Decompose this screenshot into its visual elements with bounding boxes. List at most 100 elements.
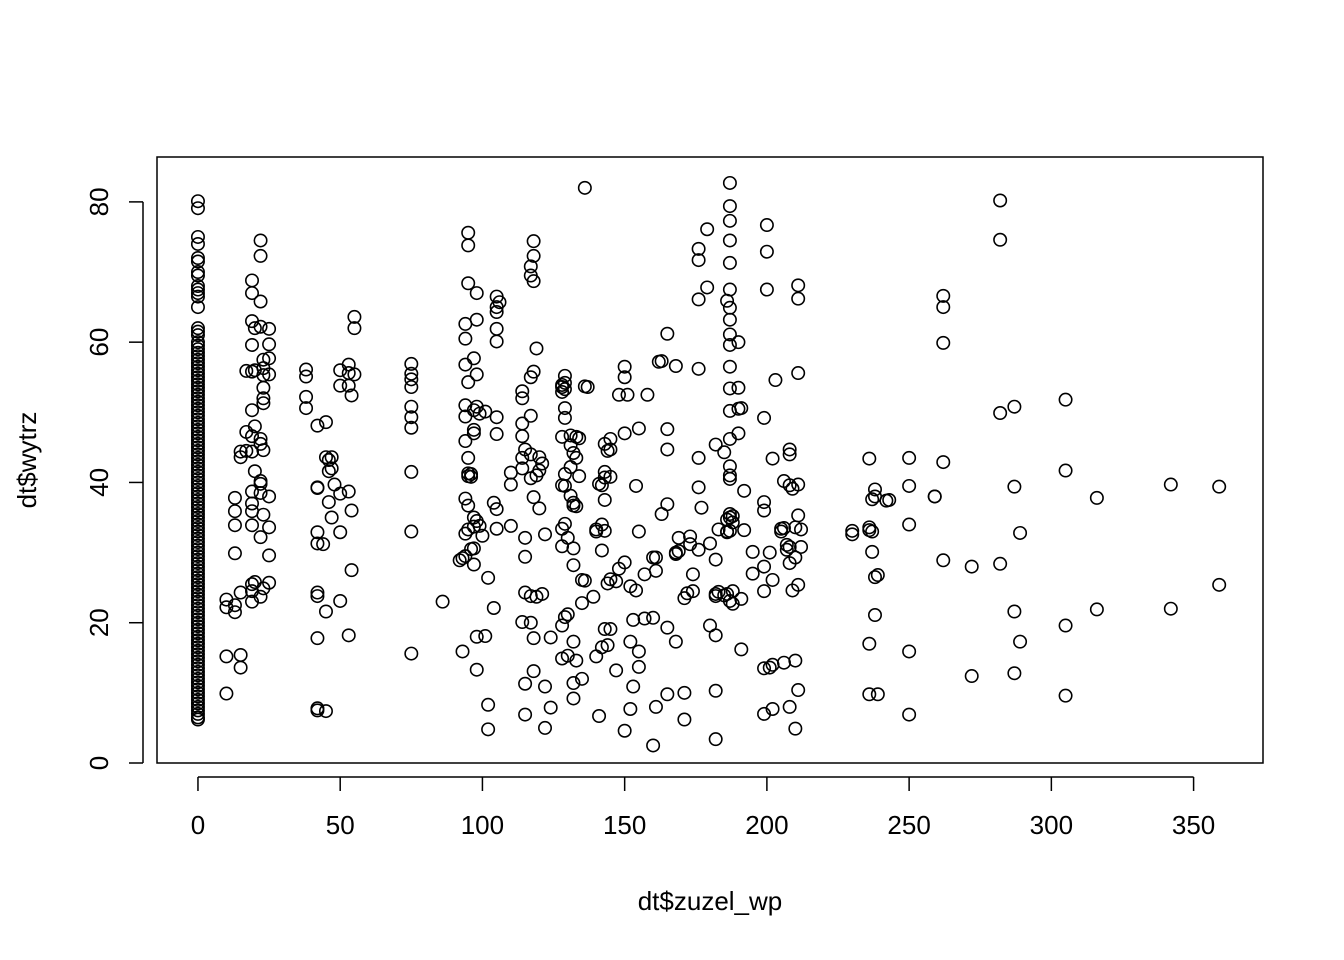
data-point bbox=[566, 558, 581, 573]
data-point bbox=[532, 501, 547, 516]
data-point bbox=[256, 396, 271, 411]
data-point bbox=[256, 391, 271, 406]
data-point bbox=[555, 539, 570, 554]
data-point bbox=[489, 334, 504, 349]
data-point bbox=[609, 574, 624, 589]
data-point bbox=[262, 351, 277, 366]
data-point bbox=[791, 508, 806, 523]
data-point bbox=[1163, 601, 1178, 616]
data-point bbox=[526, 364, 541, 379]
data-point bbox=[757, 410, 772, 425]
data-point bbox=[791, 477, 806, 492]
data-point bbox=[759, 282, 774, 297]
data-point bbox=[1058, 463, 1073, 478]
data-point bbox=[227, 490, 242, 505]
data-point bbox=[256, 507, 271, 522]
data-point bbox=[845, 523, 860, 538]
data-point bbox=[489, 321, 504, 336]
data-point bbox=[791, 577, 806, 592]
data-point bbox=[557, 401, 572, 416]
data-point bbox=[1007, 666, 1022, 681]
data-point bbox=[557, 375, 572, 390]
data-point bbox=[597, 523, 612, 538]
data-point bbox=[518, 707, 533, 722]
data-point bbox=[731, 335, 746, 350]
data-point bbox=[190, 559, 205, 574]
data-point bbox=[475, 528, 490, 543]
data-point bbox=[466, 557, 481, 572]
data-point bbox=[722, 282, 737, 297]
data-point bbox=[404, 524, 419, 539]
data-point bbox=[648, 563, 663, 578]
data-point bbox=[245, 286, 260, 301]
data-point bbox=[794, 539, 809, 554]
data-point bbox=[626, 679, 641, 694]
data-point bbox=[722, 403, 737, 418]
data-point bbox=[629, 583, 644, 598]
data-point bbox=[461, 225, 476, 240]
data-point bbox=[310, 589, 325, 604]
data-point bbox=[486, 495, 501, 510]
data-point bbox=[190, 194, 205, 209]
data-point bbox=[253, 485, 268, 500]
data-point bbox=[765, 701, 780, 716]
data-point bbox=[190, 440, 205, 455]
data-point bbox=[190, 328, 205, 343]
data-point bbox=[310, 631, 325, 646]
data-point bbox=[862, 636, 877, 651]
data-point bbox=[190, 422, 205, 437]
data-point bbox=[936, 335, 951, 350]
data-point bbox=[1058, 392, 1073, 407]
data-point bbox=[190, 587, 205, 602]
data-point bbox=[190, 279, 205, 294]
data-point bbox=[867, 482, 882, 497]
data-point bbox=[862, 687, 877, 702]
data-point bbox=[865, 524, 880, 539]
data-point bbox=[589, 649, 604, 664]
data-point bbox=[597, 492, 612, 507]
data-point bbox=[190, 545, 205, 560]
data-point bbox=[660, 497, 675, 512]
data-point bbox=[927, 489, 942, 504]
data-point bbox=[631, 659, 646, 674]
data-point bbox=[404, 420, 419, 435]
data-point bbox=[668, 634, 683, 649]
data-point bbox=[190, 577, 205, 592]
data-point bbox=[190, 591, 205, 606]
data-point bbox=[594, 517, 609, 532]
data-point bbox=[318, 450, 333, 465]
data-point bbox=[555, 429, 570, 444]
data-point bbox=[691, 480, 706, 495]
data-point bbox=[233, 585, 248, 600]
data-point bbox=[722, 255, 737, 270]
data-point bbox=[190, 647, 205, 662]
data-point bbox=[190, 398, 205, 413]
data-point bbox=[190, 584, 205, 599]
data-point bbox=[722, 312, 737, 327]
data-point bbox=[404, 464, 419, 479]
data-point bbox=[722, 381, 737, 396]
data-point bbox=[680, 586, 695, 601]
data-point bbox=[190, 689, 205, 704]
data-point bbox=[190, 675, 205, 690]
data-point bbox=[233, 660, 248, 675]
data-point bbox=[190, 377, 205, 392]
data-point bbox=[902, 644, 917, 659]
data-point bbox=[702, 536, 717, 551]
data-point bbox=[190, 692, 205, 707]
data-point bbox=[691, 253, 706, 268]
data-point bbox=[190, 229, 205, 244]
data-point bbox=[555, 384, 570, 399]
data-point bbox=[609, 663, 624, 678]
data-point bbox=[472, 518, 487, 533]
data-point bbox=[318, 604, 333, 619]
data-point bbox=[190, 671, 205, 686]
data-point bbox=[629, 478, 644, 493]
data-point bbox=[455, 644, 470, 659]
data-point bbox=[333, 363, 348, 378]
data-point bbox=[190, 524, 205, 539]
data-point bbox=[190, 433, 205, 448]
data-point bbox=[190, 503, 205, 518]
data-point bbox=[902, 450, 917, 465]
data-point bbox=[341, 628, 356, 643]
